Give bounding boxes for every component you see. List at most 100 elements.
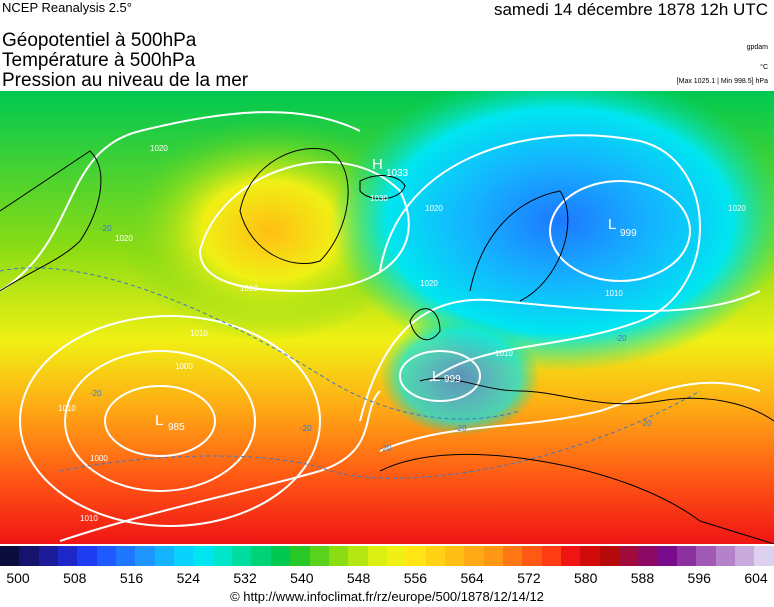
color-scale-labels: 500 508 516 524 532 540 548 556 564 572 580 588 596 6…	[0, 570, 774, 588]
pressure-centers: H 1033 L 999 L 999 L 985	[155, 156, 637, 433]
color-scale-label: 580	[574, 570, 598, 586]
temperature-labels: -20 -20 -20 -20 -20 -20 -20	[90, 224, 652, 453]
coast-europe	[419, 377, 774, 422]
temperature-label: -20	[300, 424, 312, 433]
color-swatch	[483, 546, 503, 566]
low-russia-value: 999	[620, 228, 637, 239]
color-swatch	[58, 546, 78, 566]
isobar-label: 1010	[58, 404, 76, 413]
color-swatch	[19, 546, 39, 566]
color-swatch	[77, 546, 97, 566]
color-scale-label: 588	[630, 570, 655, 586]
isobar-label: 1010	[495, 349, 513, 358]
temperature-line-south	[59, 390, 701, 479]
isobar-label: 1020	[420, 279, 438, 288]
high-greenland-value: 1033	[386, 168, 409, 179]
coast-greenland	[239, 148, 349, 265]
color-swatch	[425, 546, 445, 566]
high-greenland-letter: H	[372, 156, 383, 173]
color-swatch	[638, 546, 658, 566]
color-swatch	[116, 546, 136, 566]
isobar-low-russia	[549, 180, 691, 282]
isobar-label: 1010	[190, 329, 208, 338]
color-scale-label: 516	[119, 570, 144, 586]
color-scale-label: 508	[63, 570, 87, 586]
color-swatch	[367, 546, 387, 566]
color-scale-bar	[0, 546, 774, 566]
coast-iceland	[359, 175, 406, 200]
color-scale-label: 500	[6, 570, 30, 586]
source-label: NCEP Reanalysis 2.5°	[2, 0, 132, 15]
temperature-label: -20	[455, 424, 467, 433]
color-swatch	[232, 546, 252, 566]
unit-gpdam: gpdam	[746, 44, 768, 51]
color-swatch	[580, 546, 600, 566]
coast-north-america	[0, 150, 102, 292]
isobar-low-biscay	[399, 350, 481, 402]
color-scale-label: 596	[687, 570, 711, 586]
isobar-low-atlantic-3	[19, 315, 321, 527]
color-swatch	[38, 546, 59, 566]
color-scale-label: 548	[346, 570, 371, 586]
color-swatch	[348, 546, 368, 566]
isobar-label: 1020	[150, 144, 168, 153]
isobar-label: 1030	[370, 194, 388, 203]
coast-british-isles	[409, 308, 441, 341]
color-swatch	[251, 546, 271, 566]
pressure-range: [Max 1025.1 | Min 998.5] hPa	[676, 78, 768, 85]
color-swatch	[290, 546, 310, 566]
temperature-cold-core	[330, 91, 774, 371]
color-swatch	[599, 546, 619, 566]
temperature-label: -20	[615, 334, 627, 343]
weather-map: H 1033 L 999 L 999 L 985 1020 1020 1030 …	[0, 91, 774, 544]
color-swatch	[135, 546, 155, 566]
isobar-north	[0, 111, 361, 292]
footer-credit: © http://www.infoclimat.fr/rz/europe/500…	[230, 589, 544, 604]
isobar-label: 1010	[80, 514, 98, 523]
color-swatch	[444, 546, 465, 566]
color-swatch	[619, 546, 639, 566]
color-swatch	[96, 546, 117, 566]
color-swatch	[0, 546, 20, 566]
color-swatch	[657, 546, 678, 566]
color-swatch	[560, 546, 581, 566]
title-temperature: Température à 500hPa	[2, 50, 196, 71]
coastlines	[0, 148, 774, 544]
isobar-low-atlantic-2	[64, 350, 256, 492]
color-swatch	[328, 546, 349, 566]
title-geopotential: Géopotentiel à 500hPa	[2, 30, 197, 51]
temperature-label: -20	[640, 419, 652, 428]
temperature-line-north	[0, 267, 521, 420]
isobars	[0, 111, 761, 542]
isobar-label: 1000	[175, 362, 193, 371]
color-swatch	[541, 546, 561, 566]
color-scale-label: 532	[233, 570, 257, 586]
color-swatch	[696, 546, 716, 566]
color-swatch	[270, 546, 291, 566]
isobar-mediterranean	[379, 381, 761, 452]
isobar-label: 1000	[90, 454, 108, 463]
temperature-label: -20	[380, 444, 392, 453]
isobar-label: 1020	[728, 204, 746, 213]
low-biscay-value: 999	[444, 374, 461, 385]
low-biscay-letter: L	[432, 368, 440, 385]
low-atlantic-letter: L	[155, 412, 163, 429]
color-swatch	[464, 546, 484, 566]
color-scale-label: 540	[290, 570, 314, 586]
isobar-greenland-high	[198, 161, 410, 293]
color-swatch	[677, 546, 697, 566]
isobar-europe-1	[379, 134, 701, 382]
color-swatch	[309, 546, 329, 566]
color-scale-label: 524	[176, 570, 200, 586]
coast-africa	[379, 453, 774, 544]
color-swatch	[193, 546, 213, 566]
unit-celsius: °C	[760, 64, 768, 71]
color-scale-label: 572	[517, 570, 541, 586]
isobar-label: 1020	[425, 204, 443, 213]
color-swatch	[735, 546, 755, 566]
title-block: Géopotentiel à 500hPa Température à 500h…	[2, 31, 248, 91]
color-swatch	[386, 546, 407, 566]
color-swatch	[715, 546, 736, 566]
title-pressure: Pression au niveau de la mer	[2, 70, 249, 91]
color-swatch	[154, 546, 175, 566]
